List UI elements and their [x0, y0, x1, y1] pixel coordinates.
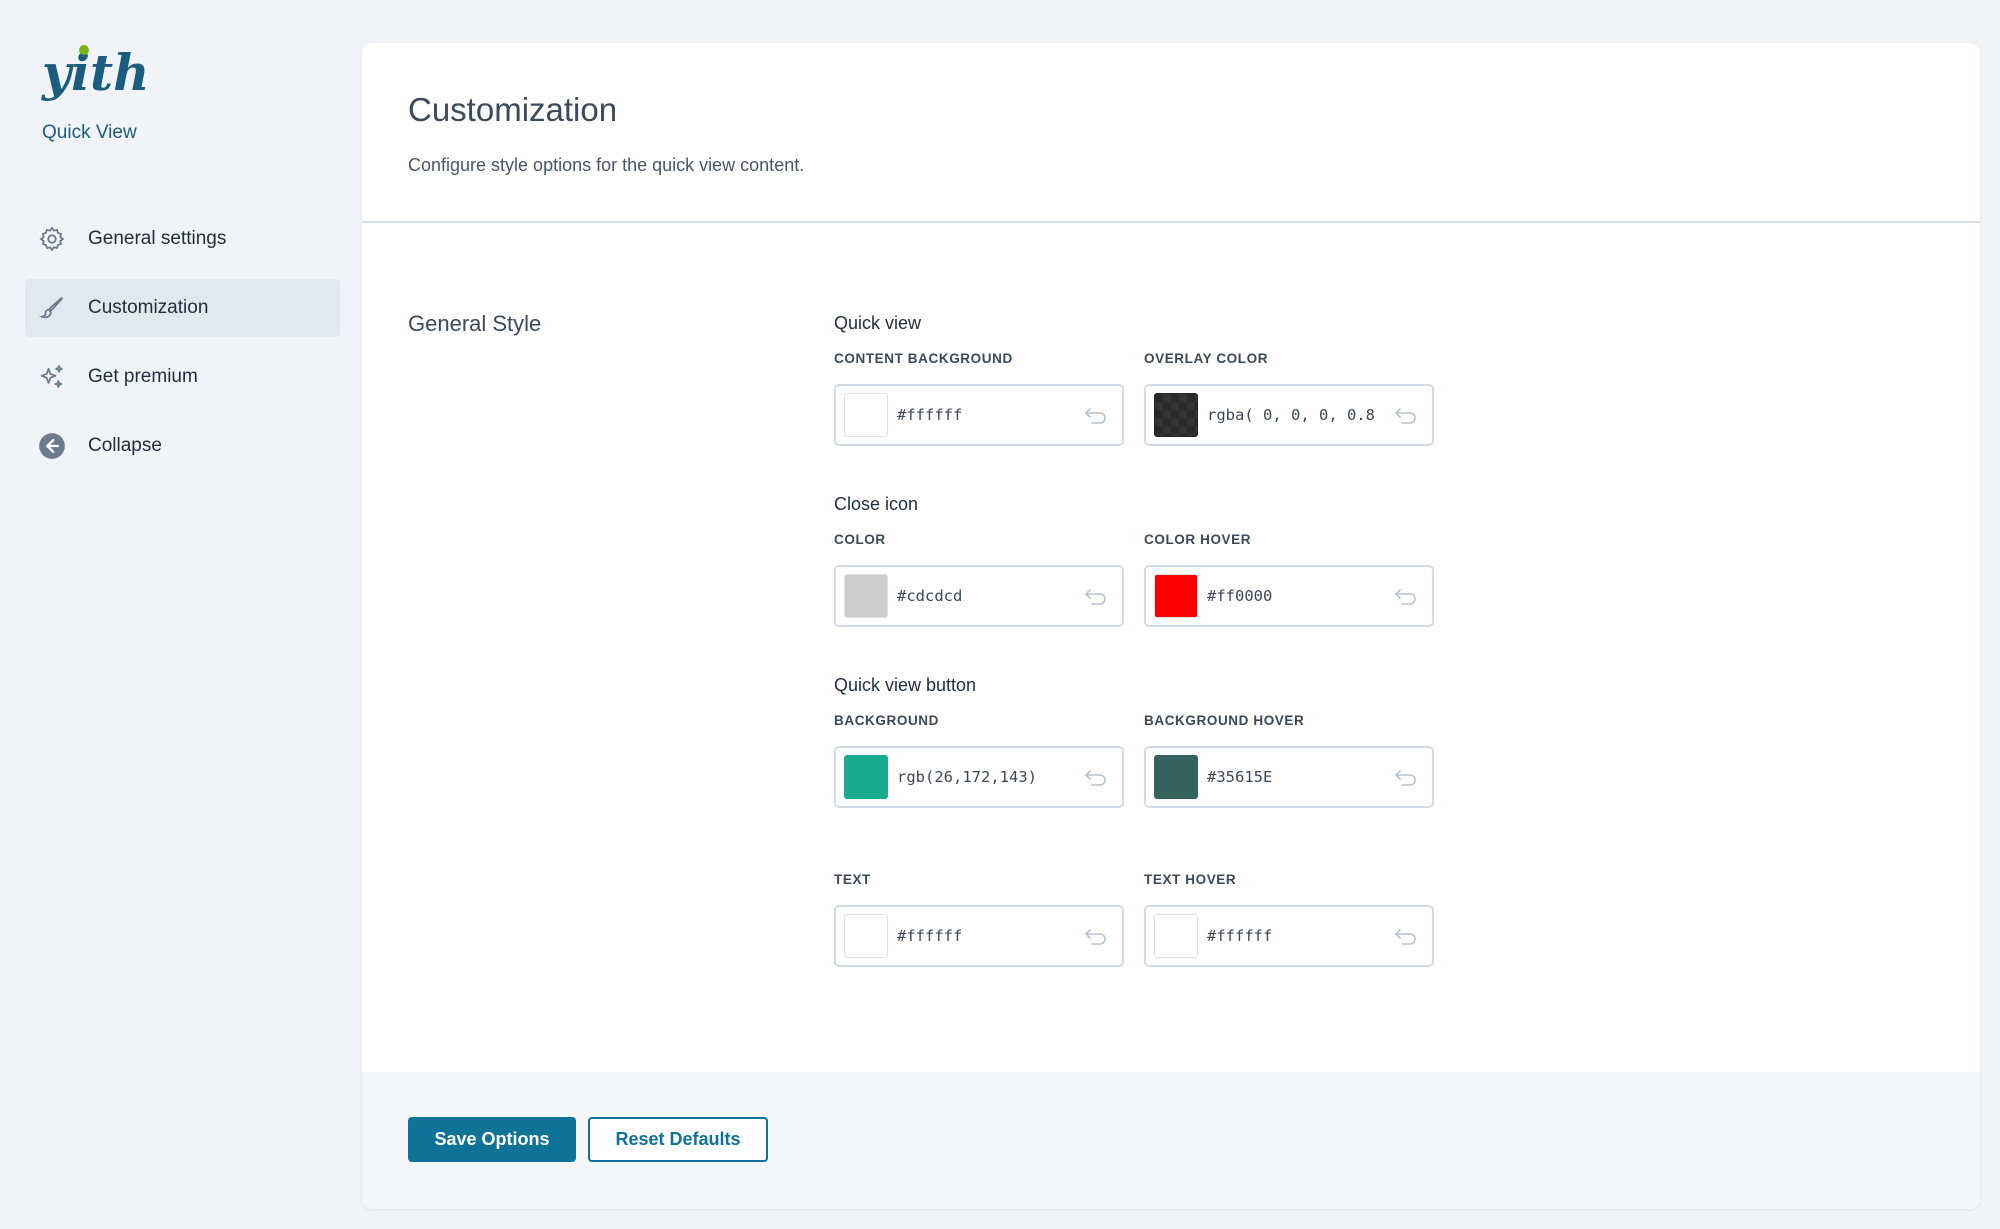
yith-logo[interactable]: yith [40, 38, 150, 110]
close-icon-color-hover-picker[interactable]: #ff0000 [1144, 565, 1434, 627]
color-value[interactable]: #ffffff [1207, 927, 1273, 945]
sidebar-item-label: General settings [88, 228, 227, 249]
brush-icon [37, 293, 67, 323]
color-value[interactable]: #35615E [1207, 768, 1273, 786]
group-title: Quick view button [834, 675, 977, 695]
reset-defaults-button[interactable]: Reset Defaults [588, 1117, 768, 1162]
color-value[interactable]: #ffffff [897, 406, 963, 424]
sidebar-item-label: Get premium [88, 366, 198, 387]
undo-icon[interactable] [1394, 586, 1418, 608]
arrow-left-circle-icon [37, 431, 67, 461]
undo-icon[interactable] [1084, 586, 1108, 608]
color-value[interactable]: #cdcdcd [897, 587, 963, 605]
sidebar: yith Quick View General settings Customi… [0, 0, 362, 1229]
color-value[interactable]: rgb(26,172,143) [897, 768, 1037, 786]
sidebar-item-customization[interactable]: Customization [25, 279, 340, 337]
color-value[interactable]: #ffffff [897, 927, 963, 945]
sidebar-item-label: Customization [88, 297, 209, 318]
field-label: BACKGROUND [834, 713, 939, 728]
close-icon-color-picker[interactable]: #cdcdcd [834, 565, 1124, 627]
undo-icon[interactable] [1084, 926, 1108, 948]
color-swatch[interactable] [844, 393, 888, 437]
field-label: COLOR HOVER [1144, 532, 1252, 547]
field-label: TEXT HOVER [1144, 872, 1237, 887]
group-title: Quick view [834, 313, 922, 333]
button-background-picker[interactable]: rgb(26,172,143) [834, 746, 1124, 808]
color-swatch[interactable] [1154, 574, 1198, 618]
sidebar-item-get-premium[interactable]: Get premium [25, 348, 340, 406]
group-title: Close icon [834, 494, 919, 514]
button-text-hover-color-picker[interactable]: #ffffff [1144, 905, 1434, 967]
field-group-quick-view: Quick view CONTENT BACKGROUND #ffffff OV… [834, 313, 1434, 446]
undo-icon[interactable] [1084, 405, 1108, 427]
field-label: BACKGROUND HOVER [1144, 713, 1305, 728]
field-label: OVERLAY COLOR [1144, 351, 1269, 366]
content-background-picker[interactable]: #ffffff [834, 384, 1124, 446]
sidebar-item-label: Collapse [88, 435, 162, 456]
color-swatch[interactable] [1154, 393, 1198, 437]
sparkles-icon [37, 362, 67, 392]
field-group-quick-view-button: Quick view button BACKGROUND rgb(26,172,… [834, 675, 1434, 808]
color-swatch[interactable] [844, 914, 888, 958]
color-value[interactable]: #ff0000 [1207, 587, 1273, 605]
gear-icon [37, 224, 67, 254]
undo-icon[interactable] [1084, 767, 1108, 789]
undo-icon[interactable] [1394, 767, 1418, 789]
color-swatch[interactable] [844, 574, 888, 618]
svg-text:yith: yith [41, 43, 150, 102]
field-label: COLOR [834, 532, 886, 547]
color-swatch[interactable] [844, 755, 888, 799]
sidebar-item-general-settings[interactable]: General settings [25, 210, 340, 268]
field-group-close-icon: Close icon COLOR #cdcdcd COLOR HOVER [834, 494, 1434, 627]
main-panel: Customization Configure style options fo… [362, 43, 1980, 1209]
field-group-button-text: TEXT #ffffff TEXT HOVER #ffffff [834, 872, 1434, 967]
style-fields: Quick view CONTENT BACKGROUND #ffffff OV… [834, 313, 1434, 967]
color-swatch[interactable] [1154, 755, 1198, 799]
field-label: TEXT [834, 872, 871, 887]
button-text-color-picker[interactable]: #ffffff [834, 905, 1124, 967]
page-title: Customization [408, 91, 618, 128]
save-options-button[interactable]: Save Options [408, 1117, 576, 1162]
sidebar-item-collapse[interactable]: Collapse [25, 417, 340, 475]
panel-footer: Save Options Reset Defaults [362, 1072, 1980, 1209]
undo-icon[interactable] [1394, 926, 1418, 948]
page-description: Configure style options for the quick vi… [408, 155, 805, 175]
overlay-color-picker[interactable]: rgba( 0, 0, 0, 0.8 [1144, 384, 1434, 446]
undo-icon[interactable] [1394, 405, 1418, 427]
field-label: CONTENT BACKGROUND [834, 351, 1013, 366]
color-value[interactable]: rgba( 0, 0, 0, 0.8 [1207, 406, 1375, 424]
product-name: Quick View [42, 122, 137, 143]
color-swatch[interactable] [1154, 914, 1198, 958]
panel-header: Customization Configure style options fo… [362, 43, 1980, 223]
button-background-hover-picker[interactable]: #35615E [1144, 746, 1434, 808]
section-title: General Style [408, 311, 542, 336]
sidebar-nav: General settings Customization Get premi… [25, 210, 340, 486]
